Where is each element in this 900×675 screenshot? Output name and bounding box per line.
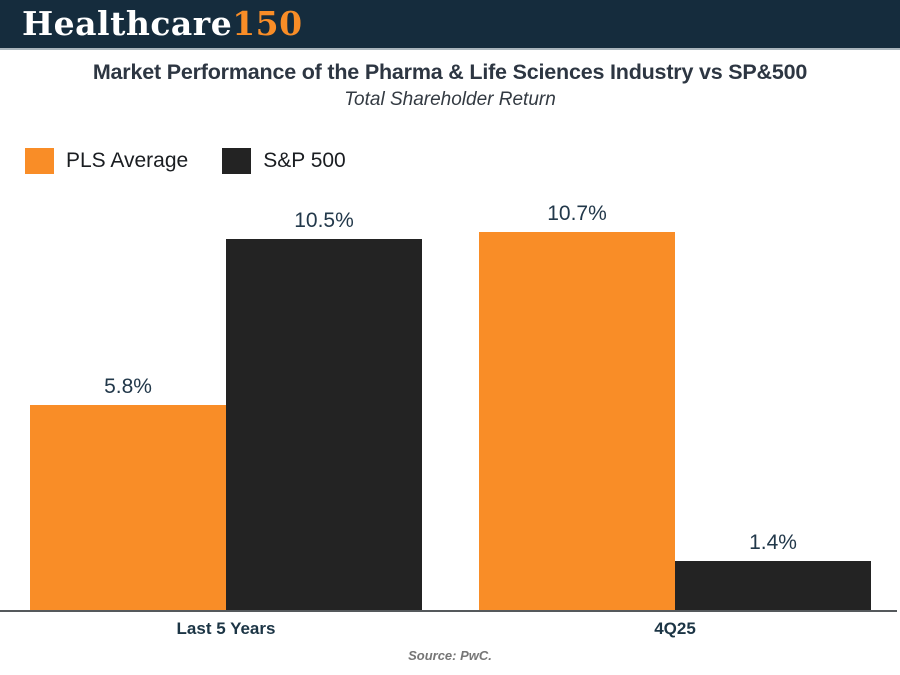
chart-title: Market Performance of the Pharma & Life … [92,60,808,84]
logo-text-healthcare: Healthcare [22,4,233,43]
bar-value-label-pls-average-4q25: 10.7% [547,202,607,225]
legend-item-pls-average: PLS Average [25,148,188,174]
legend: PLS Average S&P 500 [25,147,366,175]
bar-pls-average-4q25 [479,232,675,610]
x-axis-label-last-5-years: Last 5 Years [176,619,276,638]
bar-value-label-pls-average-last-5-years: 5.8% [104,375,152,398]
x-axis-line [0,610,897,612]
logo-text-150: 150 [232,4,303,43]
x-axis-label-4q25: 4Q25 [654,619,696,638]
bar-pls-average-last-5-years [30,405,226,610]
bar-value-label-s-p-500-last-5-years: 10.5% [294,209,354,232]
bar-s-p-500-last-5-years [226,239,422,610]
header-bar: Healthcare150 [0,0,900,50]
source-note: Source: PwC. [408,648,492,663]
legend-swatch-orange [25,148,54,174]
brand-logo: Healthcare150 [22,0,303,50]
plot-area: 5.8% 10.5% 10.7% 1.4% [0,190,900,610]
legend-swatch-dark [222,148,252,174]
bar-value-label-s-p-500-4q25: 1.4% [749,531,797,554]
legend-label: PLS Average [66,149,189,172]
legend-item-sp-500: S&P 500 [222,148,346,174]
legend-label: S&P 500 [263,149,346,172]
chart-subtitle: Total Shareholder Return [344,89,556,110]
bar-s-p-500-4q25 [675,561,871,610]
